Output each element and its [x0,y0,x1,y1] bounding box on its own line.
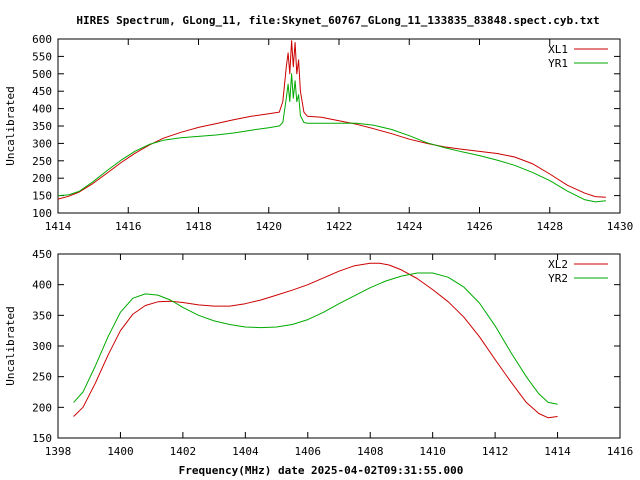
y-tick-label: 150 [32,190,52,203]
y-tick-label: 150 [32,432,52,445]
x-tick-label: 1424 [396,220,423,233]
y-tick-label: 100 [32,207,52,220]
series-line-xl1 [57,40,606,200]
top-spectrum-plot: 1414 1416 1418 1420 1422 1424 1426 1428 1430 100 1… [4,33,633,233]
x-tick-label: 1420 [256,220,283,233]
x-tick-label: 1414 [45,220,72,233]
y-tick-label: 300 [32,137,52,150]
legend-label-xl1: XL1 [548,43,568,56]
y-axis-label: Uncalibrated [4,306,17,385]
y-tick-label: 200 [32,401,52,414]
legend-label-yr2: YR2 [548,272,568,285]
y-axis-label: Uncalibrated [4,86,17,165]
x-axis-label: Frequency(MHz) date 2025-04-02T09:31:55.… [179,464,464,477]
x-tick-label: 1422 [326,220,353,233]
x-tick-label: 1406 [295,445,322,458]
y-tick-label: 250 [32,371,52,384]
y-tick-label: 400 [32,279,52,292]
x-tick-label: 1398 [45,445,72,458]
y-tick-label: 350 [32,309,52,322]
x-tick-label: 1414 [544,445,571,458]
y-tick-label: 500 [32,68,52,81]
x-tick-label: 1402 [170,445,197,458]
y-tick-label: 550 [32,50,52,63]
y-tick-label: 600 [32,33,52,46]
y-tick-label: 450 [32,248,52,261]
series-line-yr2 [73,272,558,405]
legend-label-xl2: XL2 [548,258,568,271]
y-tick-label: 250 [32,155,52,168]
x-tick-label: 1416 [115,220,142,233]
y-tick-label: 400 [32,103,52,116]
legend-label-yr1: YR1 [548,57,568,70]
series-line-xl2 [73,262,558,419]
x-tick-label: 1426 [466,220,493,233]
x-tick-label: 1408 [357,445,384,458]
chart-title: HIRES Spectrum, GLong_11, file:Skynet_60… [76,14,599,27]
x-tick-label: 1400 [107,445,134,458]
x-tick-label: 1428 [537,220,564,233]
y-tick-label: 450 [32,85,52,98]
x-tick-label: 1416 [607,445,634,458]
y-tick-label: 300 [32,340,52,353]
y-tick-label: 200 [32,172,52,185]
x-tick-label: 1418 [185,220,212,233]
plot-frame [57,38,621,214]
series-line-yr1 [57,73,606,203]
x-tick-label: 1404 [232,445,259,458]
x-tick-label: 1430 [607,220,634,233]
y-tick-label: 350 [32,120,52,133]
bottom-spectrum-plot: 1398 1400 1402 1404 1406 1408 1410 1412 1414 1416… [4,248,633,477]
x-tick-label: 1410 [419,445,446,458]
x-tick-label: 1412 [482,445,509,458]
